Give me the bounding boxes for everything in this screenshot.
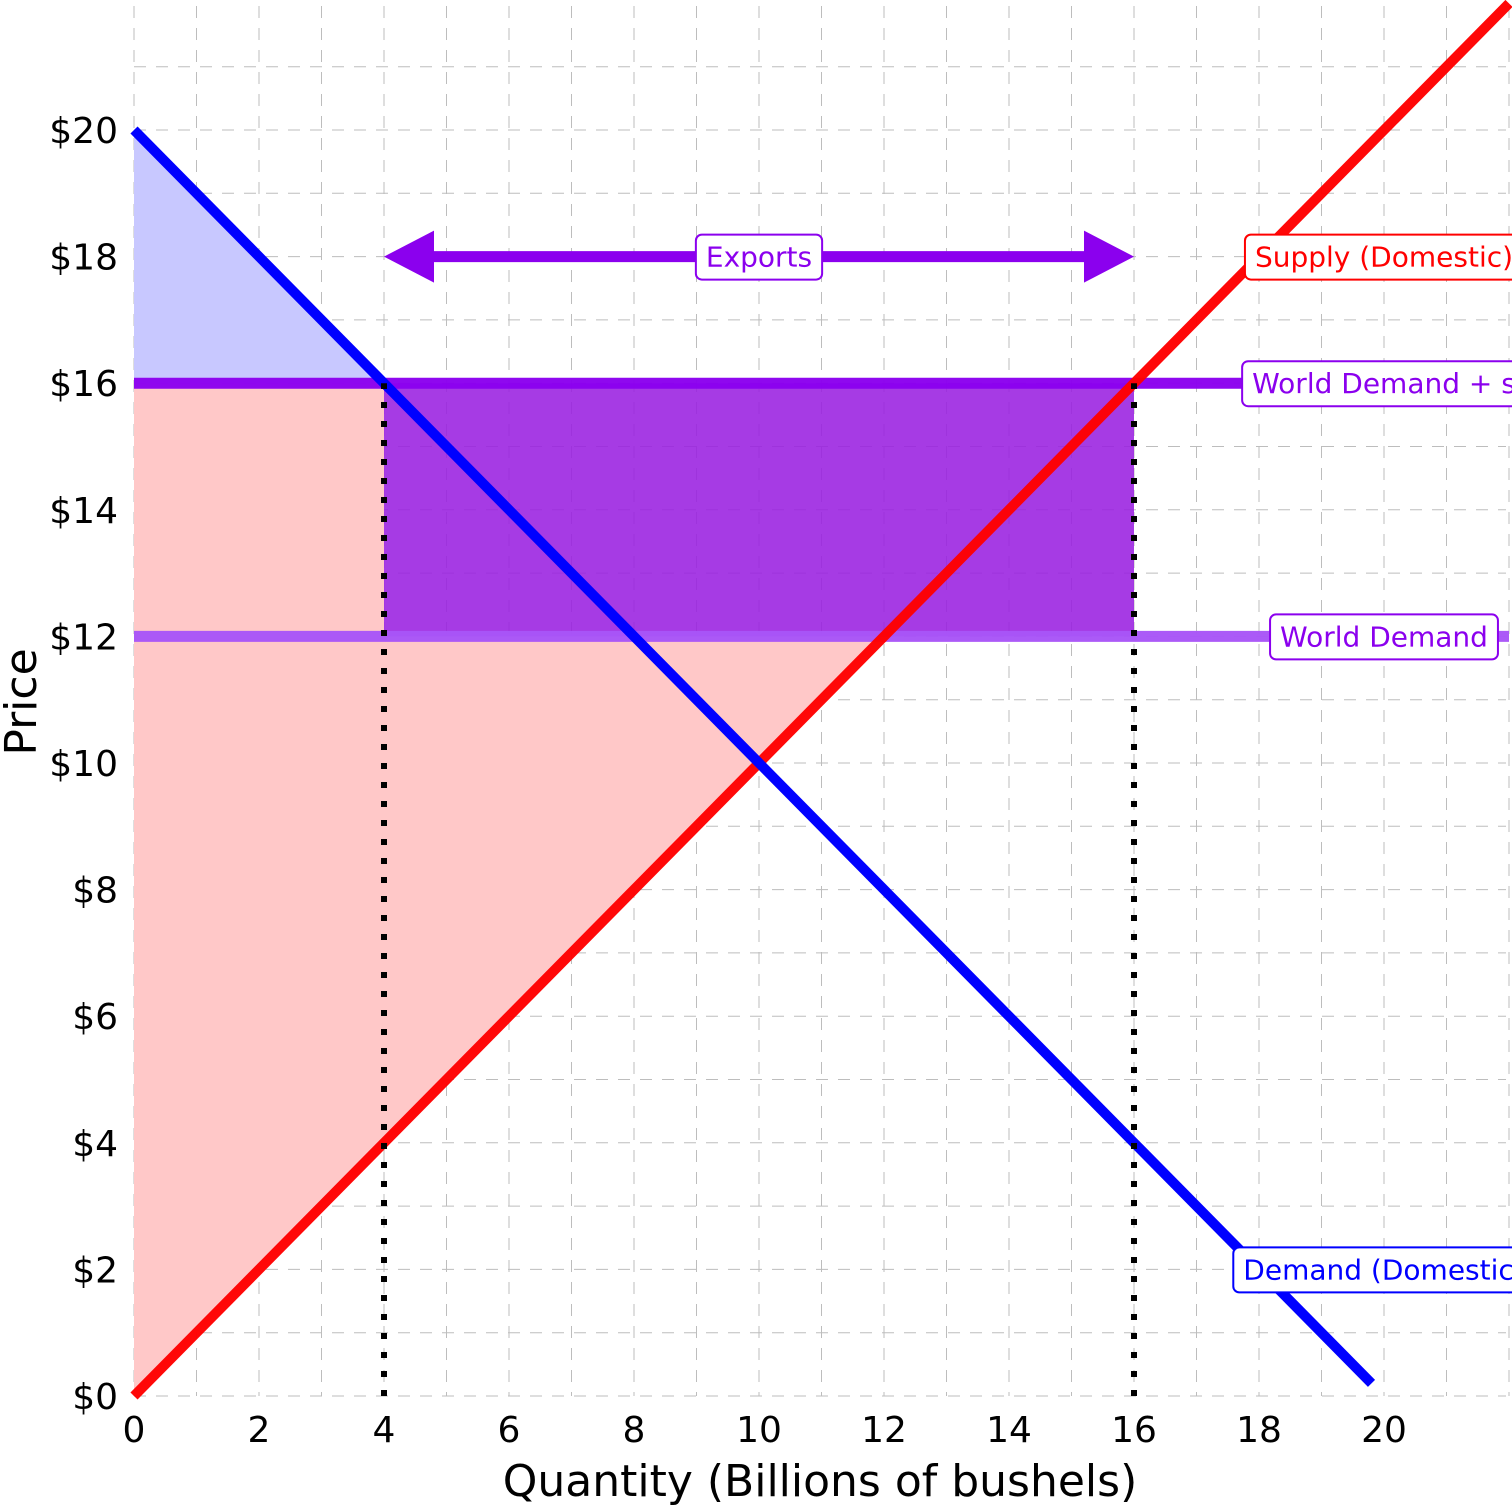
- producer-surplus-region: [134, 383, 384, 1396]
- subsidy-region: [384, 383, 1134, 637]
- y-tick-label: $2: [72, 1250, 118, 1291]
- y-axis-title: Price: [0, 648, 47, 755]
- label-demand-domestic: Demand (Domestic): [1232, 1246, 1512, 1294]
- label-box: [1243, 233, 1512, 281]
- x-tick-label: 12: [861, 1410, 907, 1451]
- x-tick-label: 2: [248, 1410, 271, 1451]
- arrow-head-right: [1084, 230, 1134, 283]
- arrow-head-left: [384, 230, 434, 283]
- y-tick-label: $16: [49, 364, 118, 405]
- x-tick-label: 4: [373, 1410, 396, 1451]
- label-box: [1232, 1246, 1512, 1294]
- x-tick-label: 8: [623, 1410, 646, 1451]
- x-tick-label: 18: [1236, 1410, 1282, 1451]
- x-tick-label: 14: [986, 1410, 1032, 1451]
- label-world-demand: World Demand: [1269, 613, 1499, 661]
- label-world-demand-s: World Demand + s: [1241, 360, 1512, 408]
- label-box: [694, 233, 824, 281]
- label-text: World Demand: [1280, 620, 1488, 653]
- label-supply-domestic: Supply (Domestic): [1243, 233, 1512, 281]
- label-text: World Demand + s: [1252, 367, 1512, 400]
- y-tick-label: $8: [72, 871, 118, 912]
- x-tick-label: 16: [1111, 1410, 1157, 1451]
- label-text: Exports: [706, 241, 812, 274]
- label-box: [1269, 613, 1499, 661]
- y-tick-label: $0: [72, 1377, 118, 1418]
- label-text: Demand (Domestic): [1243, 1253, 1512, 1286]
- y-tick-label: $4: [72, 1124, 118, 1165]
- x-tick-label: 20: [1361, 1410, 1407, 1451]
- x-tick-label: 0: [123, 1410, 146, 1451]
- y-tick-label: $18: [49, 238, 118, 279]
- x-axis-title: Quantity (Billions of bushels): [503, 1456, 1138, 1507]
- y-tick-label: $6: [72, 997, 118, 1038]
- series-line-demand-domestic: [130, 126, 1376, 1387]
- tick-labels: 0 2 4 6 8 10 12 14 16 18 20 $0 $2 $4 $6 $8 $10 $12 $14 $16 $…: [49, 111, 1407, 1451]
- x-tick-label: 10: [736, 1410, 782, 1451]
- y-tick-label: $10: [49, 744, 118, 785]
- y-tick-label: $20: [49, 111, 118, 152]
- label-text: Supply (Domestic): [1255, 241, 1512, 274]
- annotations: Exports Supply (Domestic) World Demand + s…: [694, 233, 1512, 1294]
- y-tick-label: $12: [49, 617, 118, 658]
- label-exports: Exports: [694, 233, 824, 281]
- x-tick-label: 6: [498, 1410, 521, 1451]
- label-box: [1241, 360, 1512, 408]
- y-tick-label: $14: [49, 491, 118, 532]
